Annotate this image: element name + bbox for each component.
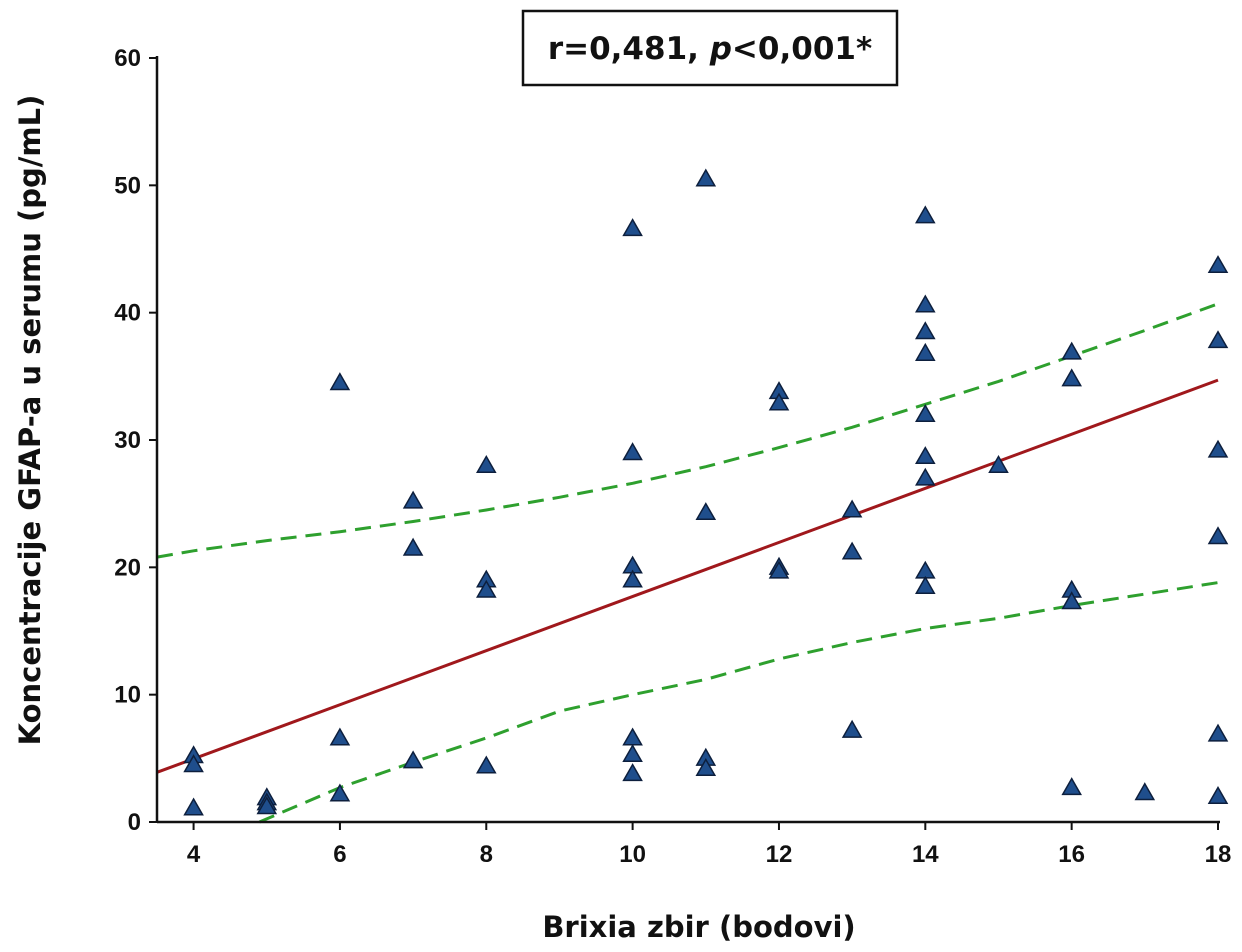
y-tick-label: 60 <box>114 45 141 72</box>
data-point <box>841 499 863 518</box>
data-point <box>402 750 424 769</box>
data-point <box>622 727 643 746</box>
data-point <box>915 446 936 465</box>
data-point <box>1061 777 1082 796</box>
data-point <box>1207 330 1229 349</box>
annotation-text: r=0,481, p<0,001* <box>548 31 872 67</box>
data-point <box>915 342 936 361</box>
data-point <box>622 569 643 588</box>
data-point <box>622 743 643 763</box>
y-tick-label: 10 <box>114 682 141 709</box>
y-tick-label: 30 <box>114 427 141 454</box>
x-tick-label: 8 <box>480 841 493 868</box>
data-point <box>476 579 497 598</box>
x-tick-label: 14 <box>912 841 939 868</box>
y-tick-label: 0 <box>128 809 141 836</box>
data-point <box>695 502 717 521</box>
data-point <box>402 490 424 509</box>
data-point <box>183 754 204 773</box>
regression-layer <box>156 378 1219 774</box>
annotation-box <box>521 9 899 87</box>
x-tick-label: 12 <box>766 841 793 868</box>
y-tick-label: 20 <box>114 554 141 581</box>
data-point <box>476 454 497 473</box>
data-point <box>622 442 643 461</box>
data-point <box>1207 723 1229 742</box>
x-tick-label: 4 <box>187 841 201 868</box>
data-point <box>841 719 863 738</box>
y-tick-label: 40 <box>114 300 141 327</box>
data-point <box>402 537 424 556</box>
data-point <box>768 560 790 579</box>
confidence-lower-line <box>258 581 1219 824</box>
data-point <box>329 727 351 746</box>
data-point <box>915 575 936 594</box>
annotation-prefix: r=0,481, <box>548 31 710 67</box>
annotation-suffix: <0,001* <box>732 31 872 67</box>
data-point <box>1207 526 1229 545</box>
data-point <box>622 763 643 782</box>
x-tick-label: 18 <box>1205 841 1232 868</box>
axes: 0 10 20 30 40 50 60 4 6 8 10 12 14 16 18 <box>114 45 1231 868</box>
confidence-upper-line <box>156 302 1219 559</box>
data-point <box>1207 255 1229 274</box>
data-point <box>915 403 936 423</box>
data-point <box>915 321 936 340</box>
regression-line <box>156 378 1219 774</box>
data-point <box>1061 341 1082 360</box>
y-axis-title: Koncentracije GFAP-a u serumu (pg/mL) <box>13 95 47 746</box>
data-point <box>695 168 717 187</box>
x-axis-title: Brixia zbir (bodovi) <box>542 910 855 944</box>
data-point <box>1134 782 1156 801</box>
data-point <box>1061 368 1082 387</box>
data-point <box>476 755 497 774</box>
x-tick-label: 16 <box>1058 841 1085 868</box>
data-point <box>915 560 936 579</box>
data-point <box>915 205 936 224</box>
data-point <box>622 218 643 237</box>
data-point <box>1207 785 1229 805</box>
correlation-annotation: r=0,481, p<0,001* <box>521 9 899 87</box>
data-point <box>768 392 790 411</box>
y-tick-label: 50 <box>114 172 141 199</box>
data-point <box>329 783 351 802</box>
data-point <box>915 467 936 486</box>
data-point <box>256 796 278 815</box>
data-point <box>915 294 936 313</box>
data-point <box>988 454 1009 473</box>
data-point <box>183 797 204 816</box>
data-point <box>695 757 717 777</box>
data-point <box>1061 591 1082 610</box>
x-tick-label: 10 <box>619 841 646 868</box>
data-point <box>1207 439 1229 458</box>
x-tick-label: 6 <box>333 841 346 868</box>
data-point <box>841 541 863 560</box>
data-point <box>329 372 351 391</box>
data-points <box>183 168 1229 816</box>
confidence-band <box>156 302 1219 824</box>
annotation-italic: p <box>709 31 732 67</box>
